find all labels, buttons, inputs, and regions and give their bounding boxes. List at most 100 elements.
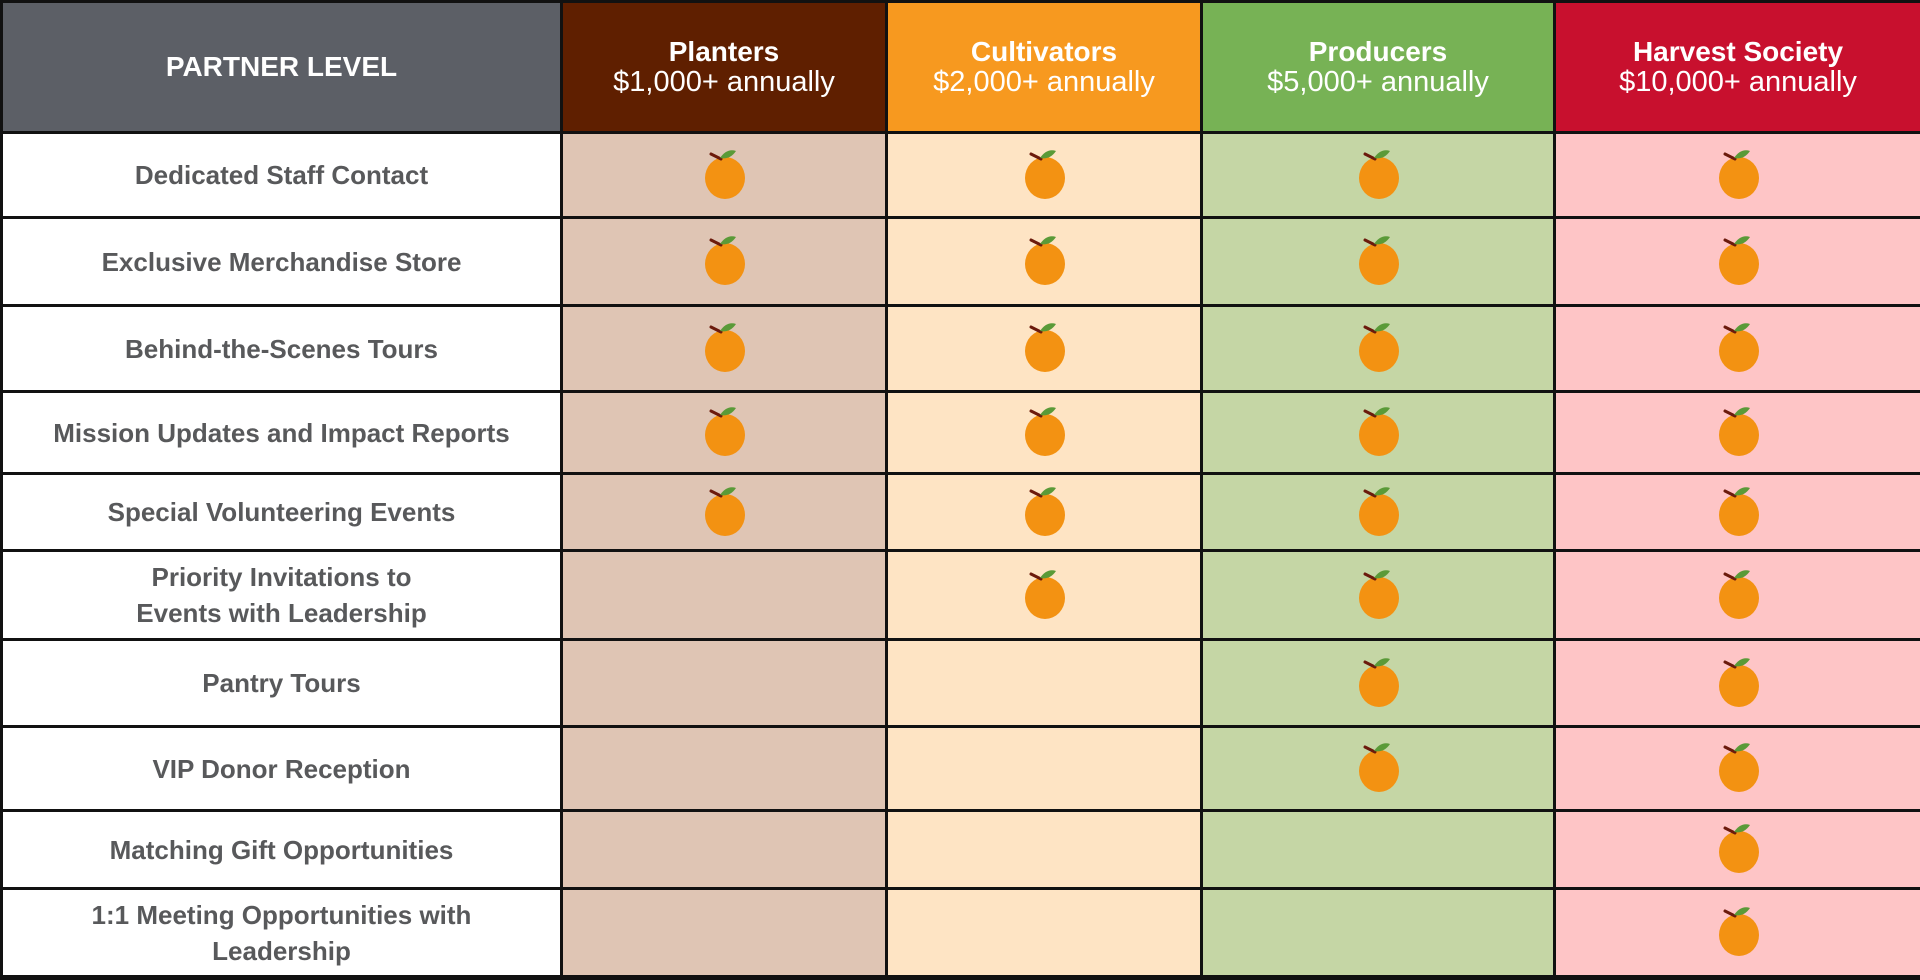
orange-fruit-icon [1713, 738, 1763, 794]
benefit-cell [1553, 390, 1920, 475]
benefit-cell [885, 725, 1203, 812]
orange-fruit-icon [1353, 565, 1403, 621]
benefit-cell [560, 216, 888, 307]
orange-fruit-icon [1713, 653, 1763, 709]
benefit-label: Exclusive Merchandise Store [0, 216, 563, 307]
benefit-cell [1200, 216, 1556, 307]
orange-fruit-icon [699, 145, 749, 201]
level-header-producers: Producers $5,000+ annually [1200, 0, 1556, 134]
benefit-cell [885, 390, 1203, 475]
orange-fruit-icon [1019, 145, 1069, 201]
benefits-body: Dedicated Staff Contact Exclusive Merchan… [0, 131, 1920, 978]
benefit-cell [560, 131, 888, 219]
orange-fruit-icon [1713, 482, 1763, 538]
benefit-label: Pantry Tours [0, 638, 563, 728]
benefit-cell [1553, 887, 1920, 978]
orange-fruit-icon [1713, 318, 1763, 374]
benefit-cell [1200, 549, 1556, 641]
benefit-cell [885, 472, 1203, 552]
benefit-row: 1:1 Meeting Opportunities with Leadershi… [0, 887, 1920, 978]
benefit-cell [1553, 809, 1920, 890]
benefit-cell [885, 549, 1203, 641]
benefit-label: 1:1 Meeting Opportunities with Leadershi… [0, 887, 563, 978]
benefit-cell [1200, 304, 1556, 393]
benefit-cell [1553, 131, 1920, 219]
partner-level-heading: PARTNER LEVEL [0, 0, 563, 134]
orange-fruit-icon [1353, 231, 1403, 287]
orange-fruit-icon [1019, 565, 1069, 621]
level-header-cultivators: Cultivators $2,000+ annually [885, 0, 1203, 134]
orange-fruit-icon [1713, 402, 1763, 458]
orange-fruit-icon [1713, 819, 1763, 875]
benefit-cell [560, 809, 888, 890]
level-header-harvest-society: Harvest Society $10,000+ annually [1553, 0, 1920, 134]
benefit-cell [560, 725, 888, 812]
orange-fruit-icon [1353, 318, 1403, 374]
benefit-cell [1200, 887, 1556, 978]
header-row: PARTNER LEVEL Planters $1,000+ annually Cu… [0, 0, 1920, 134]
benefit-cell [885, 887, 1203, 978]
benefit-label: Dedicated Staff Contact [0, 131, 563, 219]
benefit-row: Behind-the-Scenes Tours [0, 304, 1920, 393]
benefit-cell [1553, 725, 1920, 812]
benefit-cell [1200, 725, 1556, 812]
orange-fruit-icon [1353, 653, 1403, 709]
benefit-row: Dedicated Staff Contact [0, 131, 1920, 219]
orange-fruit-icon [1713, 565, 1763, 621]
level-name: Planters [668, 36, 780, 67]
benefit-cell [1553, 549, 1920, 641]
benefit-cell [560, 887, 888, 978]
orange-fruit-icon [1713, 231, 1763, 287]
benefit-cell [1200, 472, 1556, 552]
benefit-label: Special Volunteering Events [0, 472, 563, 552]
benefit-label: Matching Gift Opportunities [0, 809, 563, 890]
benefit-cell [885, 638, 1203, 728]
orange-fruit-icon [1353, 402, 1403, 458]
benefit-row: Special Volunteering Events [0, 472, 1920, 552]
orange-fruit-icon [1019, 318, 1069, 374]
orange-fruit-icon [1019, 231, 1069, 287]
benefit-cell [1553, 304, 1920, 393]
benefit-cell [560, 472, 888, 552]
level-name: Producers [1308, 36, 1448, 67]
benefit-row: Exclusive Merchandise Store [0, 216, 1920, 307]
benefit-cell [560, 549, 888, 641]
benefit-cell [1553, 216, 1920, 307]
benefit-row: Matching Gift Opportunities [0, 809, 1920, 890]
orange-fruit-icon [699, 482, 749, 538]
benefit-cell [1553, 638, 1920, 728]
orange-fruit-icon [699, 318, 749, 374]
benefit-cell [1553, 472, 1920, 552]
benefit-label: Mission Updates and Impact Reports [0, 390, 563, 475]
level-header-planters: Planters $1,000+ annually [560, 0, 888, 134]
benefit-label: Priority Invitations to Events with Lead… [0, 549, 563, 641]
orange-fruit-icon [1353, 738, 1403, 794]
benefit-label: Behind-the-Scenes Tours [0, 304, 563, 393]
orange-fruit-icon [699, 231, 749, 287]
orange-fruit-icon [1713, 902, 1763, 958]
benefit-row: Mission Updates and Impact Reports [0, 390, 1920, 475]
level-amount: $10,000+ annually [1619, 66, 1857, 98]
benefit-cell [1200, 809, 1556, 890]
benefit-cell [885, 216, 1203, 307]
benefit-cell [1200, 638, 1556, 728]
partner-level-title: PARTNER LEVEL [165, 51, 398, 82]
level-amount: $2,000+ annually [933, 66, 1155, 98]
orange-fruit-icon [1353, 145, 1403, 201]
level-name: Harvest Society [1632, 36, 1844, 67]
orange-fruit-icon [1019, 482, 1069, 538]
benefit-cell [560, 638, 888, 728]
orange-fruit-icon [1019, 402, 1069, 458]
level-name: Cultivators [970, 36, 1118, 67]
benefit-label: VIP Donor Reception [0, 725, 563, 812]
level-amount: $5,000+ annually [1267, 66, 1489, 98]
level-amount: $1,000+ annually [613, 66, 835, 98]
orange-fruit-icon [699, 402, 749, 458]
benefit-cell [560, 390, 888, 475]
benefit-cell [560, 304, 888, 393]
benefit-cell [885, 809, 1203, 890]
orange-fruit-icon [1353, 482, 1403, 538]
benefit-row: Priority Invitations to Events with Lead… [0, 549, 1920, 641]
benefit-row: VIP Donor Reception [0, 725, 1920, 812]
